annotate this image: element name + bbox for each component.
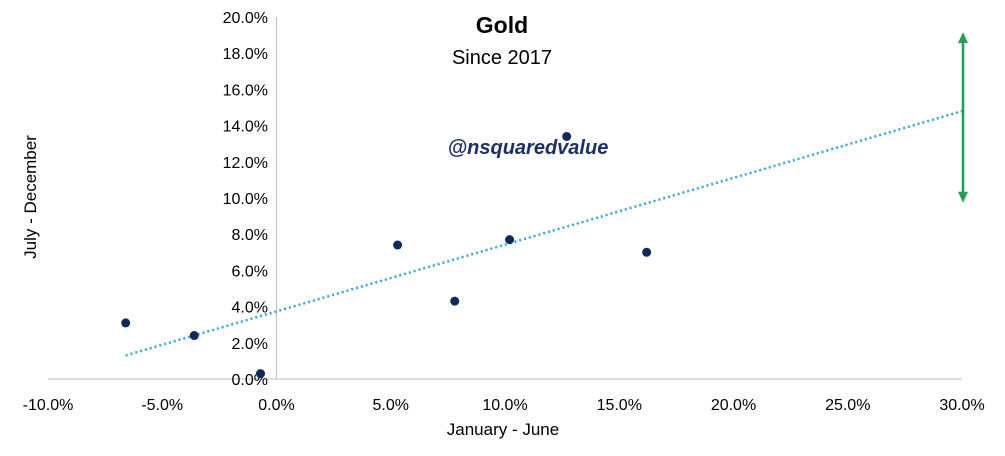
y-tick-label: 6.0% bbox=[232, 263, 268, 280]
data-point bbox=[562, 131, 572, 141]
x-tick-label: 0.0% bbox=[258, 397, 294, 414]
data-point bbox=[450, 296, 460, 306]
y-tick-label: 18.0% bbox=[223, 46, 268, 63]
x-tick-label: -5.0% bbox=[141, 397, 183, 414]
y-tick-label: 10.0% bbox=[223, 191, 268, 208]
x-tick-label: -10.0% bbox=[23, 397, 74, 414]
x-tick-label: 10.0% bbox=[482, 397, 527, 414]
watermark-text: @nsquaredvalue bbox=[448, 137, 609, 159]
y-tick-label: 4.0% bbox=[232, 300, 268, 317]
y-tick-label: 14.0% bbox=[223, 119, 268, 136]
range-arrow-head-up bbox=[958, 32, 968, 44]
x-tick-label: 25.0% bbox=[825, 397, 870, 414]
x-axis-title: January - June bbox=[447, 420, 559, 439]
chart-subtitle: Since 2017 bbox=[452, 47, 552, 69]
chart-title: Gold bbox=[476, 12, 528, 38]
data-point bbox=[505, 235, 515, 245]
x-tick-label: 5.0% bbox=[373, 397, 409, 414]
y-axis-title: July - December bbox=[21, 135, 40, 259]
data-point bbox=[256, 369, 266, 379]
x-tick-label: 15.0% bbox=[597, 397, 642, 414]
data-point bbox=[642, 247, 652, 257]
y-tick-label: 20.0% bbox=[223, 10, 268, 27]
x-tick-label: 30.0% bbox=[939, 397, 984, 414]
data-point bbox=[393, 240, 403, 250]
y-tick-label: 8.0% bbox=[232, 227, 268, 244]
data-point bbox=[121, 318, 131, 328]
y-tick-label: 16.0% bbox=[223, 82, 268, 99]
y-tick-label: 12.0% bbox=[223, 155, 268, 172]
y-tick-label: 2.0% bbox=[232, 336, 268, 353]
data-point bbox=[189, 331, 199, 341]
trendline bbox=[125, 109, 963, 357]
range-arrow-head-down bbox=[958, 191, 968, 203]
x-tick-label: 20.0% bbox=[711, 397, 756, 414]
